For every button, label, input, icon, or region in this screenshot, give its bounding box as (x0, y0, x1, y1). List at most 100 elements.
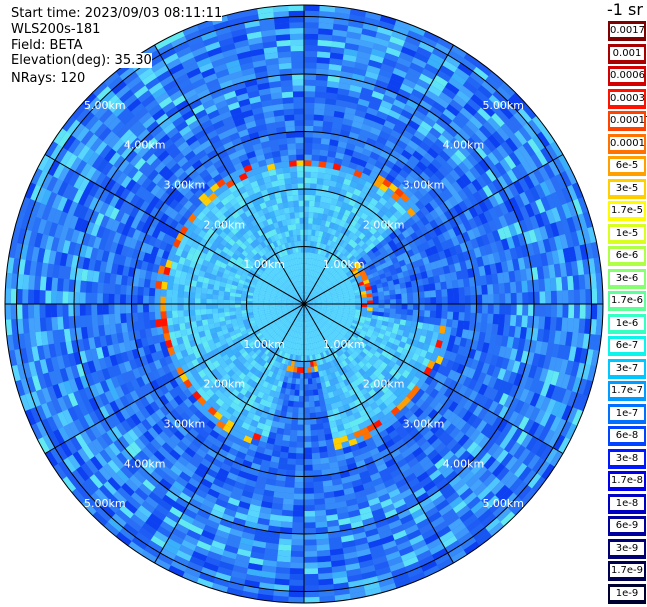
range-bin-cell (315, 254, 321, 261)
range-bin-cell (398, 51, 415, 63)
range-bin-cell (341, 329, 348, 335)
range-bin-cell (306, 281, 309, 288)
range-bin-cell (343, 178, 352, 187)
range-bin-cell (374, 566, 392, 577)
range-bin-cell (491, 229, 502, 243)
range-bin-cell (275, 403, 283, 411)
range-bin-cell (402, 78, 417, 90)
range-bin-cell (378, 68, 394, 79)
range-bin-cell (529, 215, 540, 230)
range-bin-cell (266, 437, 276, 445)
range-bin-cell (316, 315, 322, 321)
range-bin-cell (421, 357, 431, 367)
range-bin-cell (453, 304, 460, 313)
range-bin-cell (318, 22, 335, 30)
range-bin-cell (391, 257, 399, 265)
range-bin-cell (509, 314, 517, 327)
range-bin-cell (332, 345, 338, 353)
range-bin-cell (474, 322, 482, 333)
range-bin-cell (398, 215, 407, 225)
range-bin-cell (448, 351, 458, 363)
range-bin-cell (390, 73, 406, 84)
range-bin-cell (313, 212, 319, 219)
range-bin-cell (355, 416, 365, 425)
range-bin-cell (309, 406, 316, 414)
range-bin-cell (386, 443, 398, 454)
range-bin-cell (308, 307, 313, 312)
range-bin-cell (344, 322, 352, 328)
range-bin-cell (499, 435, 512, 450)
range-bin-cell (478, 125, 493, 140)
range-bin-cell (381, 453, 394, 464)
range-bin-cell (329, 52, 345, 60)
range-bin-cell (517, 362, 527, 376)
range-bin-cell (529, 378, 540, 394)
range-bin-cell (393, 283, 401, 290)
range-bin-cell (456, 345, 466, 356)
range-bin-cell (309, 276, 313, 283)
range-bin-cell (410, 462, 423, 474)
range-bin-cell (534, 340, 543, 355)
range-bin-cell (330, 291, 337, 296)
range-bin-cell (319, 155, 328, 163)
range-bin-cell (406, 292, 414, 299)
range-bin-cell (483, 138, 497, 153)
range-bin-cell (327, 266, 334, 273)
range-bin-cell (276, 468, 287, 476)
range-bin-cell (361, 235, 370, 244)
range-bin-cell (334, 285, 341, 291)
range-bin-cell (300, 355, 304, 362)
range-bin-cell (333, 395, 342, 403)
range-bin-cell (323, 208, 330, 216)
range-bin-cell (475, 419, 488, 433)
range-bin-cell (530, 439, 544, 455)
range-bin-cell (533, 304, 540, 317)
range-bin-cell (289, 562, 304, 569)
range-bin-cell (237, 500, 251, 510)
range-bin-cell (326, 525, 340, 533)
range-bin-cell (392, 323, 400, 330)
range-bin-cell (434, 499, 450, 512)
range-bin-cell (378, 529, 393, 540)
range-bin-cell (234, 553, 251, 563)
range-bin-cell (591, 304, 598, 321)
range-bin-cell (343, 112, 356, 121)
range-bin-cell (530, 153, 544, 170)
range-bin-cell (342, 54, 358, 63)
range-bin-cell (545, 398, 557, 415)
range-bin-cell (431, 494, 446, 507)
range-bin-cell (307, 378, 313, 385)
range-bin-cell (373, 37, 390, 48)
range-bin-cell (402, 220, 412, 230)
range-bin-cell (397, 415, 408, 425)
range-bin-cell (413, 407, 424, 419)
range-bin-cell (271, 396, 279, 404)
range-bin-cell (326, 373, 333, 381)
range-bin-cell (33, 303, 40, 319)
range-bin-cell (103, 282, 110, 294)
range-bin-cell (418, 310, 425, 317)
range-bin-cell (499, 304, 506, 316)
range-bin-cell (361, 451, 372, 460)
range-bin-cell (387, 154, 399, 165)
range-bin-cell (210, 539, 226, 551)
range-bin-cell (395, 458, 408, 469)
range-bin-cell (409, 404, 420, 415)
range-bin-cell (243, 484, 255, 493)
range-bin-cell (491, 148, 505, 163)
range-bin-cell (506, 236, 516, 250)
range-bin-cell (366, 341, 374, 349)
range-bin-cell (325, 292, 331, 296)
range-bin-cell (427, 276, 435, 285)
range-bin-cell (547, 431, 561, 449)
range-bin-cell (289, 556, 304, 563)
range-bin-cell (306, 320, 309, 327)
range-bin-cell (325, 514, 339, 522)
range-bin-cell (336, 512, 350, 520)
range-bin-cell (335, 181, 344, 190)
range-bin-cell (308, 395, 315, 402)
range-bin-cell (347, 25, 364, 35)
range-bin-cell (387, 463, 399, 474)
range-bin-cell (225, 502, 239, 512)
range-bin-cell (332, 300, 339, 303)
